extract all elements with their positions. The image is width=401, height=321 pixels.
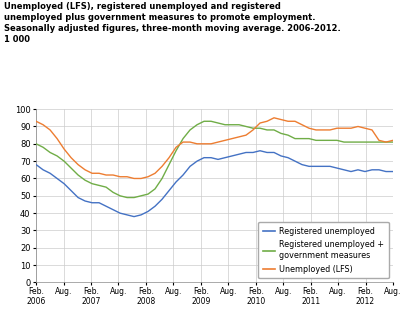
Text: Unemployed (LFS), registered unemployed and registered
unemployed plus governmen: Unemployed (LFS), registered unemployed … xyxy=(4,2,341,44)
Legend: Registered unemployed, Registered unemployed +
government measures, Unemployed (: Registered unemployed, Registered unempl… xyxy=(258,222,389,278)
